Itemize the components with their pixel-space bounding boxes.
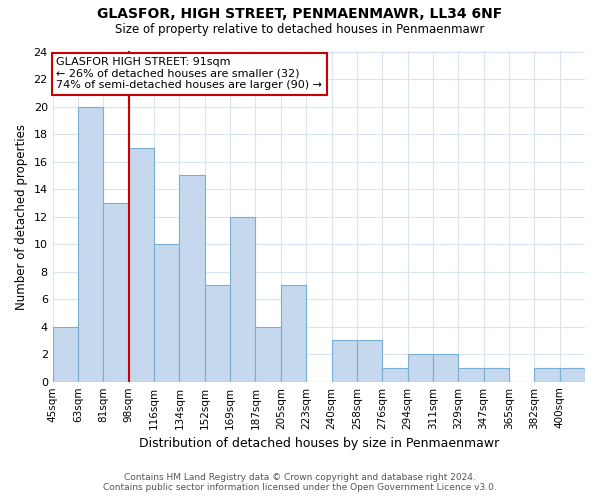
- Y-axis label: Number of detached properties: Number of detached properties: [15, 124, 28, 310]
- Bar: [103, 203, 129, 382]
- Text: GLASFOR, HIGH STREET, PENMAENMAWR, LL34 6NF: GLASFOR, HIGH STREET, PENMAENMAWR, LL34 …: [97, 8, 503, 22]
- X-axis label: Distribution of detached houses by size in Penmaenmawr: Distribution of detached houses by size …: [139, 437, 499, 450]
- Bar: [433, 354, 458, 382]
- Bar: [154, 244, 179, 382]
- Bar: [281, 286, 306, 382]
- Bar: [484, 368, 509, 382]
- Bar: [256, 326, 281, 382]
- Bar: [382, 368, 407, 382]
- Bar: [332, 340, 357, 382]
- Text: GLASFOR HIGH STREET: 91sqm
← 26% of detached houses are smaller (32)
74% of semi: GLASFOR HIGH STREET: 91sqm ← 26% of deta…: [56, 57, 322, 90]
- Bar: [78, 106, 103, 382]
- Bar: [179, 176, 205, 382]
- Text: Contains HM Land Registry data © Crown copyright and database right 2024.
Contai: Contains HM Land Registry data © Crown c…: [103, 473, 497, 492]
- Bar: [535, 368, 560, 382]
- Bar: [560, 368, 585, 382]
- Text: Size of property relative to detached houses in Penmaenmawr: Size of property relative to detached ho…: [115, 22, 485, 36]
- Bar: [205, 286, 230, 382]
- Bar: [129, 148, 154, 382]
- Bar: [407, 354, 433, 382]
- Bar: [53, 326, 78, 382]
- Bar: [357, 340, 382, 382]
- Bar: [230, 216, 256, 382]
- Bar: [458, 368, 484, 382]
